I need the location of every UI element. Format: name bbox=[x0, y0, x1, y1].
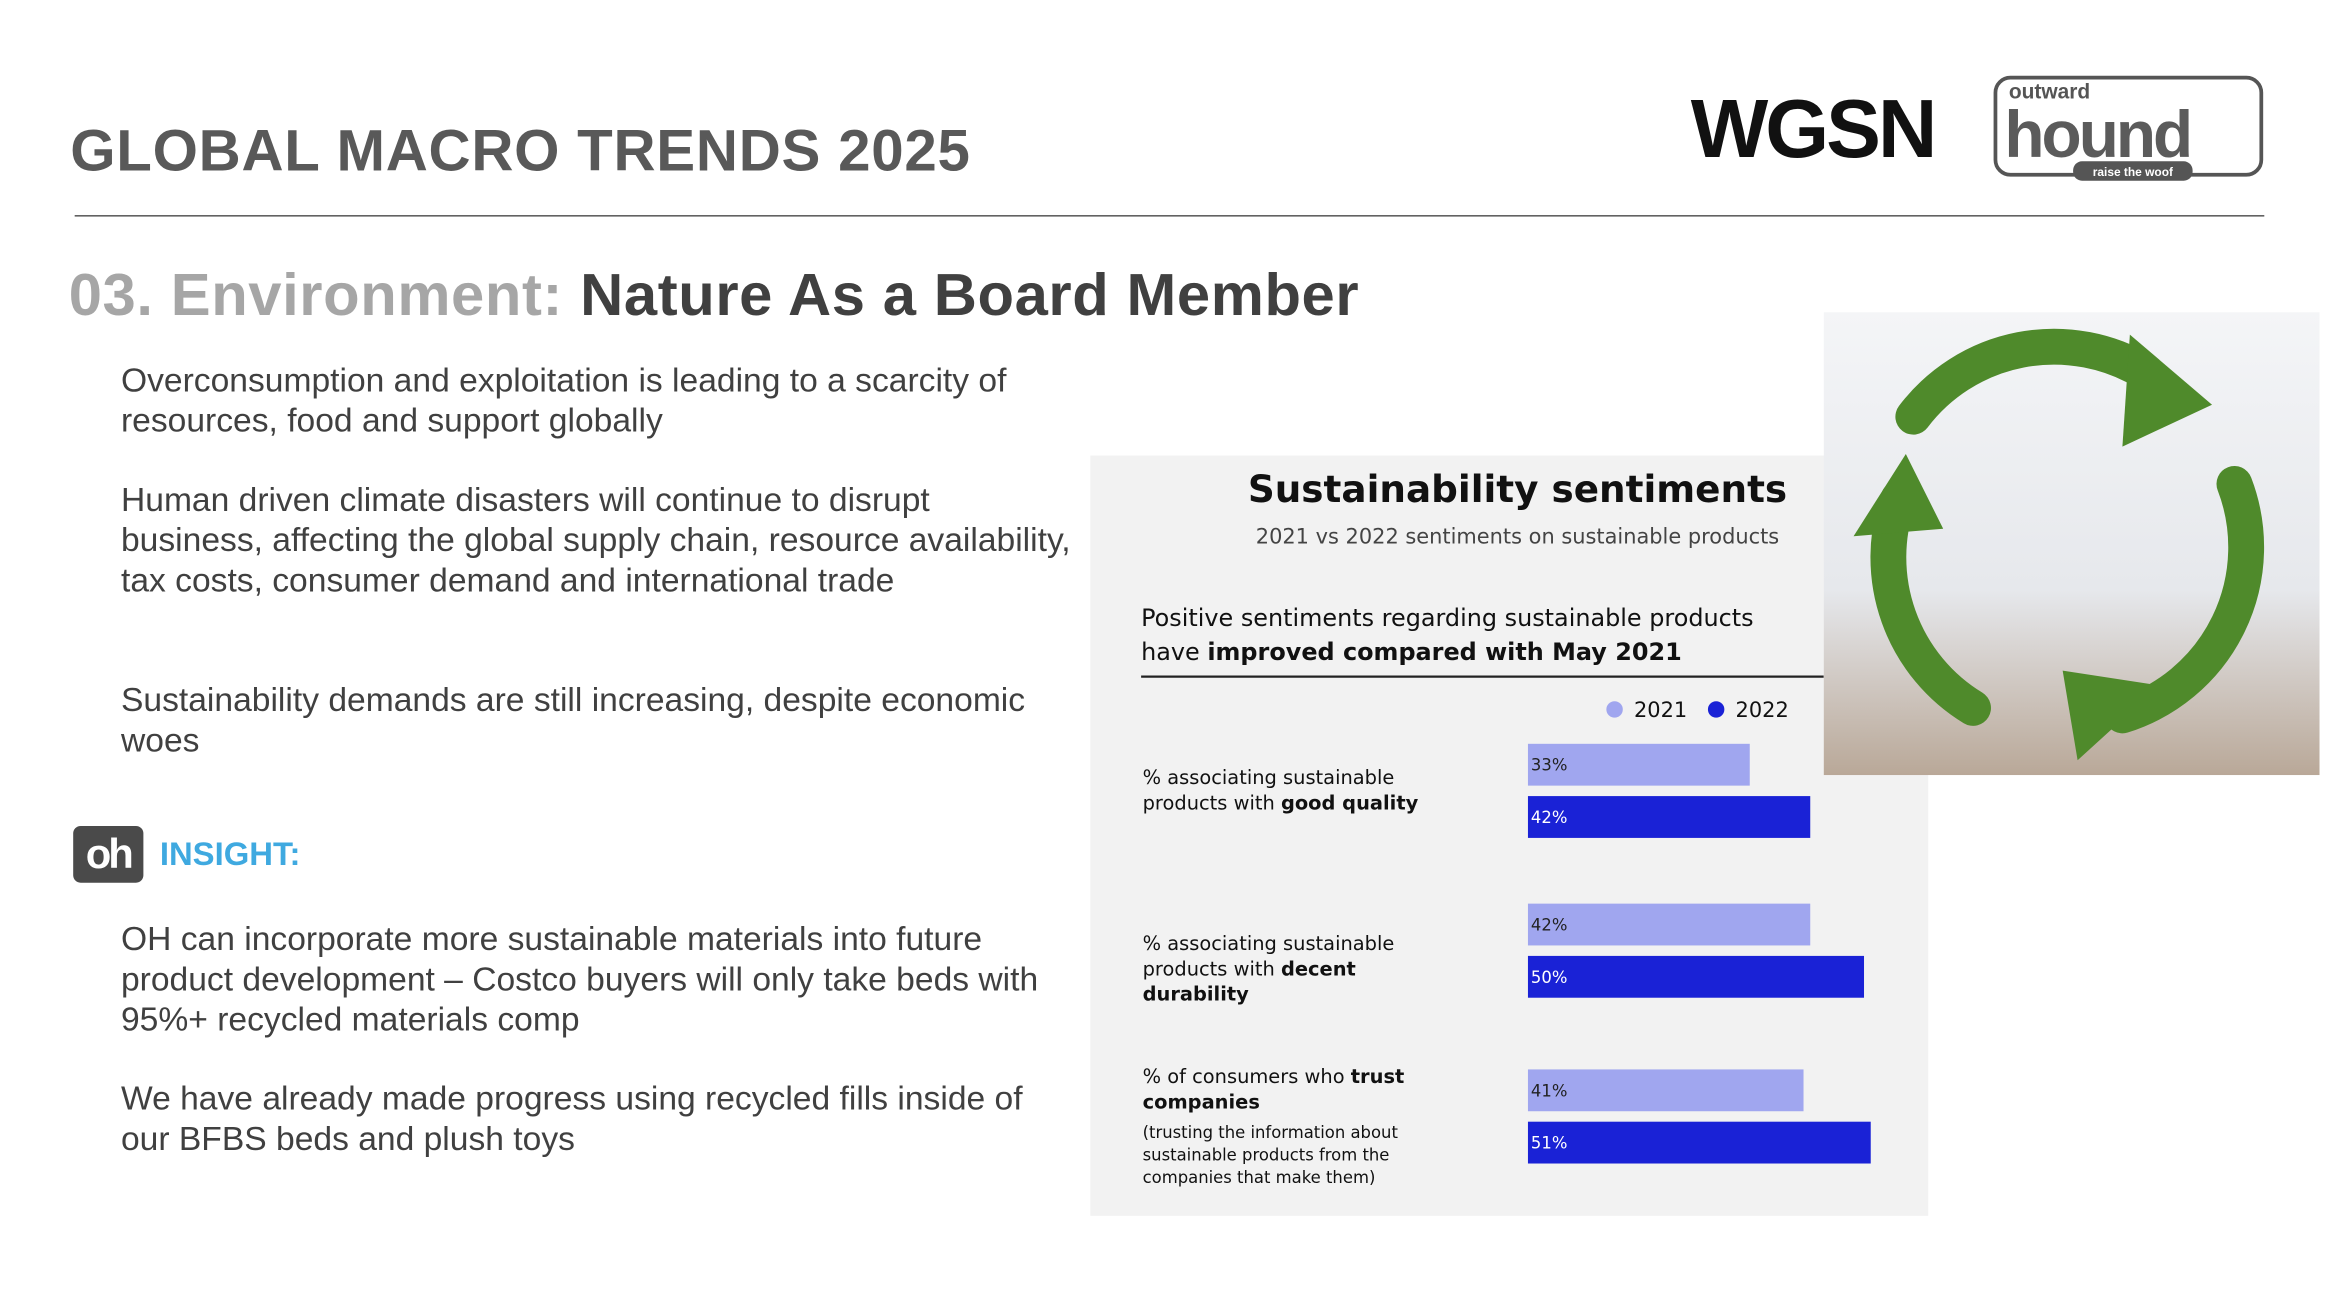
chart-subtitle: 2021 vs 2022 sentiments on sustainable p… bbox=[1255, 525, 1780, 550]
category-label: % associating sustainable products with … bbox=[1143, 766, 1442, 817]
bar bbox=[1527, 796, 1811, 838]
legend-marker bbox=[1606, 701, 1623, 718]
paragraph: Sustainability demands are still increas… bbox=[120, 681, 1026, 759]
category-label: % associating sustainable products with … bbox=[1143, 932, 1442, 1008]
section-title: 03. Environment: Nature As a Board Membe… bbox=[69, 263, 1360, 330]
paragraph: Overconsumption and exploitation is lead… bbox=[120, 361, 1007, 440]
chart-card: 2021 2022 33% 42% 42% 50% 41% 51% Sustainabilit… bbox=[1090, 455, 1929, 1216]
bar bbox=[1527, 1069, 1804, 1112]
bar bbox=[1527, 1121, 1871, 1164]
photo bbox=[1823, 312, 2320, 776]
divider bbox=[74, 215, 2265, 217]
value-label: 42% bbox=[1531, 916, 1567, 935]
category-text: % associating sustainable products with bbox=[1142, 767, 1395, 816]
value-label: 50% bbox=[1531, 968, 1567, 987]
category-label: % of consumers who trust companies (trust… bbox=[1143, 1065, 1419, 1189]
category-text: decent durability bbox=[1142, 958, 1356, 1007]
value-label: 42% bbox=[1531, 808, 1567, 827]
chart: 2021 2022 33% 42% 42% 50% 41% 51% bbox=[1141, 675, 1871, 1164]
recycle-arrows bbox=[1853, 334, 2213, 761]
bar bbox=[1527, 955, 1865, 998]
value-label: 33% bbox=[1531, 756, 1567, 775]
bar bbox=[1527, 903, 1811, 946]
brand-main: hound bbox=[2004, 98, 2190, 171]
insight-label: INSIGHT: bbox=[159, 834, 301, 873]
category-text: good quality bbox=[1280, 793, 1419, 816]
value-label: 51% bbox=[1531, 1134, 1567, 1153]
slide-title: GLOBAL MACRO TRENDS 2025 bbox=[70, 119, 971, 184]
legend-label: 2022 bbox=[1736, 698, 1789, 722]
category-text: % associating sustainable products with bbox=[1142, 933, 1395, 982]
wgsn-logo: WGSN bbox=[1691, 84, 1935, 175]
category-note: (trusting the information about sustaina… bbox=[1142, 1123, 1398, 1188]
section-name: Nature As a Board Member bbox=[580, 262, 1360, 329]
category-text: % of consumers who bbox=[1142, 1066, 1351, 1089]
paragraph: OH can incorporate more sustainable mate… bbox=[120, 920, 1039, 1039]
heading-text: Positive sentiments regarding sustainabl… bbox=[1141, 603, 1754, 667]
legend-marker bbox=[1707, 701, 1725, 718]
chart-heading: Positive sentiments regarding sustainabl… bbox=[1141, 600, 1783, 669]
brand-tag-bg bbox=[2073, 161, 2193, 181]
category-text: trust companies bbox=[1142, 1066, 1405, 1115]
bar bbox=[1527, 743, 1750, 786]
brand-top: outward bbox=[2009, 81, 2090, 104]
section-number: 03. Environment: bbox=[68, 262, 563, 329]
chart-title: Sustainability sentiments bbox=[1247, 467, 1788, 511]
paragraph: Human driven climate disasters will cont… bbox=[120, 480, 1071, 599]
value-label: 41% bbox=[1531, 1081, 1567, 1100]
heading-bold: improved compared with May 2021 bbox=[1207, 637, 1682, 667]
legend-label: 2021 bbox=[1634, 698, 1687, 722]
insight-icon: oh bbox=[73, 825, 144, 883]
brand-tag: raise the woof bbox=[2093, 165, 2173, 179]
logos: WGSN outward hound raise the woof bbox=[1691, 75, 2264, 181]
paragraph: We have already made progress using recy… bbox=[120, 1079, 1023, 1158]
